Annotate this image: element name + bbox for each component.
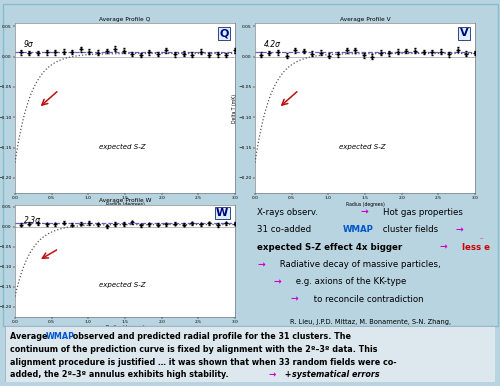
Text: Radiative decay of massive particles,: Radiative decay of massive particles, bbox=[277, 260, 440, 269]
Text: →: → bbox=[455, 225, 463, 234]
Text: 9σ: 9σ bbox=[24, 40, 34, 49]
Text: 2.3σ: 2.3σ bbox=[24, 216, 41, 225]
Text: 31 co-added: 31 co-added bbox=[258, 225, 314, 234]
FancyBboxPatch shape bbox=[5, 326, 495, 382]
Text: Q: Q bbox=[219, 28, 228, 38]
Text: WMAP: WMAP bbox=[342, 225, 374, 234]
Text: →: → bbox=[274, 277, 281, 286]
Text: →: → bbox=[268, 371, 276, 379]
Text: cluster fields: cluster fields bbox=[380, 225, 441, 234]
Text: observed and predicted radial profile for the 31 clusters. The: observed and predicted radial profile fo… bbox=[70, 332, 351, 341]
Text: ⁻: ⁻ bbox=[480, 238, 483, 243]
Text: expected S-Z: expected S-Z bbox=[338, 144, 385, 150]
Text: →: → bbox=[361, 208, 368, 217]
X-axis label: Radius (degrees): Radius (degrees) bbox=[106, 202, 144, 207]
Text: expected S-Z: expected S-Z bbox=[98, 144, 145, 150]
Text: W: W bbox=[216, 208, 228, 218]
Text: Hot gas properties: Hot gas properties bbox=[382, 208, 462, 217]
Text: systematical errors: systematical errors bbox=[292, 371, 380, 379]
Y-axis label: Delta T (mK): Delta T (mK) bbox=[232, 93, 237, 123]
Text: 4.2σ: 4.2σ bbox=[264, 40, 281, 49]
Text: less e: less e bbox=[458, 243, 490, 252]
X-axis label: Radius (degrees): Radius (degrees) bbox=[346, 202, 385, 207]
Text: →: → bbox=[439, 243, 447, 252]
Text: →: → bbox=[290, 295, 298, 304]
Text: expected S-Z: expected S-Z bbox=[98, 282, 145, 288]
Text: alignment procedure is justified … it was shown that when 33 random fields were : alignment procedure is justified … it wa… bbox=[10, 357, 396, 367]
Text: ) 176: ) 176 bbox=[370, 335, 388, 341]
Text: WMAP: WMAP bbox=[46, 332, 74, 341]
Text: R. Lieu, J.P.D. Mittaz, M. Bonamente, S-N. Zhang,: R. Lieu, J.P.D. Mittaz, M. Bonamente, S-… bbox=[290, 319, 450, 325]
Text: to reconcile contradiction: to reconcile contradiction bbox=[312, 295, 424, 304]
Text: expected S-Z effect 4x bigger: expected S-Z effect 4x bigger bbox=[258, 243, 406, 252]
Title: Average Profile V: Average Profile V bbox=[340, 17, 390, 22]
Text: X-rays observ.: X-rays observ. bbox=[258, 208, 321, 217]
Title: Average Profile Q: Average Profile Q bbox=[100, 17, 150, 22]
Text: →: → bbox=[258, 260, 265, 269]
Title: Average Profile W: Average Profile W bbox=[99, 198, 151, 203]
X-axis label: Radius (degrees): Radius (degrees) bbox=[106, 325, 144, 330]
Text: ApJ. 648 (: ApJ. 648 ( bbox=[338, 335, 370, 341]
Text: +: + bbox=[282, 371, 294, 379]
Text: e.g. axions of the KK-type: e.g. axions of the KK-type bbox=[293, 277, 406, 286]
Text: V: V bbox=[460, 28, 468, 38]
Text: added, the 2º–3º annulus exhibits high stability.: added, the 2º–3º annulus exhibits high s… bbox=[10, 371, 232, 379]
Text: continuum of the prediction curve is fixed by alignment with the 2º–3º data. Thi: continuum of the prediction curve is fix… bbox=[10, 345, 378, 354]
Text: Average: Average bbox=[10, 332, 50, 341]
Text: 2006: 2006 bbox=[361, 335, 380, 340]
